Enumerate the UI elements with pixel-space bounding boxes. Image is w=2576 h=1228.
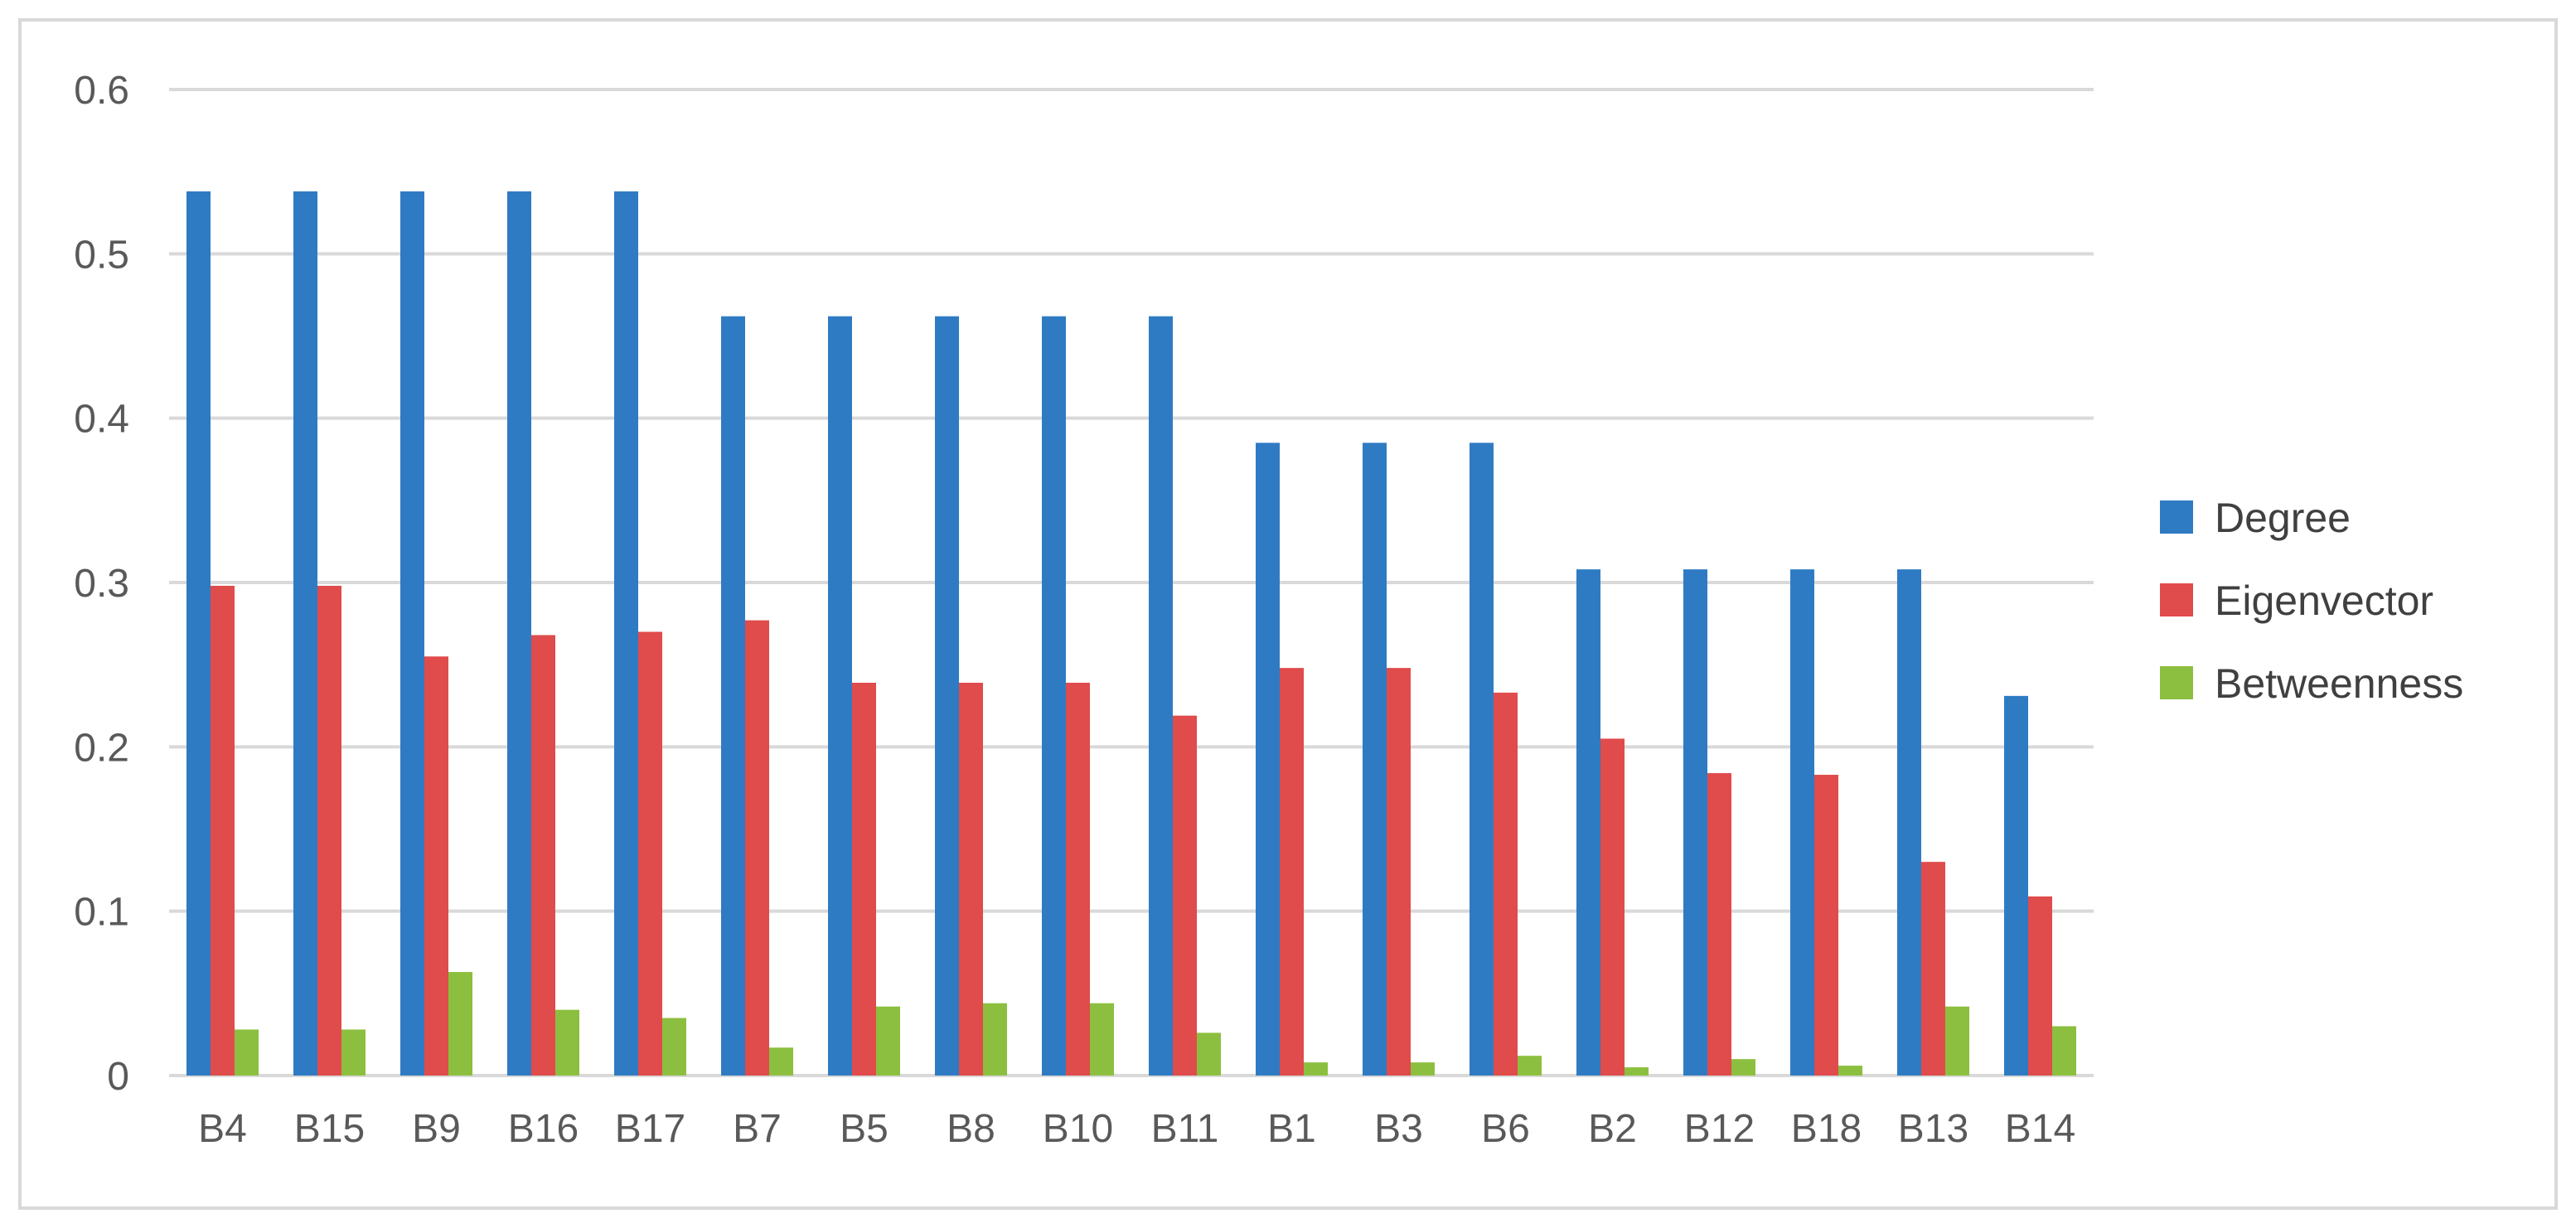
bar-betweenness-b13 [1945, 1006, 1969, 1076]
bar-eigenvector-b14 [2028, 896, 2052, 1076]
bar-betweenness-b1 [1304, 1062, 1328, 1076]
bar-degree-b8 [935, 316, 959, 1076]
bar-eigenvector-b7 [745, 620, 769, 1076]
bar-eigenvector-b15 [317, 585, 341, 1076]
bar-chart: 00.10.20.30.40.50.6 B4 B15 B9 B16 B17 B7 B5 B8 B… [74, 69, 2463, 1151]
x-tick-label: B7 [733, 1107, 782, 1151]
bar-eigenvector-b1 [1280, 668, 1304, 1076]
bar-eigenvector-b16 [531, 635, 555, 1076]
x-tick-label: B16 [508, 1107, 579, 1151]
bar-degree-b9 [400, 191, 424, 1076]
x-tick-label: B15 [294, 1107, 365, 1151]
x-tick-label: B2 [1588, 1107, 1637, 1151]
bar-betweenness-b14 [2052, 1026, 2076, 1076]
bar-degree-b4 [186, 191, 211, 1076]
x-axis: B4 B15 B9 B16 B17 B7 B5 B8 B10 B11 B1 B3 B6 B2 B12 B18 B… [198, 1107, 2075, 1151]
bar-degree-b14 [2004, 695, 2028, 1076]
bar-betweenness-b8 [983, 1003, 1007, 1076]
bar-eigenvector-b10 [1066, 682, 1090, 1076]
y-tick-label: 0.4 [74, 398, 129, 442]
y-tick-label: 0.6 [74, 69, 129, 113]
bar-eigenvector-b18 [1814, 775, 1838, 1076]
bar-degree-b2 [1576, 569, 1600, 1076]
bar-betweenness-b10 [1090, 1003, 1114, 1076]
bar-betweenness-b12 [1731, 1059, 1755, 1076]
bar-eigenvector-b13 [1921, 862, 1945, 1076]
x-tick-label: B8 [947, 1107, 995, 1151]
bar-degree-b16 [507, 191, 531, 1076]
bar-eigenvector-b6 [1494, 692, 1518, 1076]
bar-eigenvector-b2 [1600, 738, 1625, 1076]
bar-betweenness-b3 [1411, 1062, 1435, 1076]
bar-degree-b13 [1897, 569, 1921, 1076]
x-tick-label: B6 [1481, 1107, 1530, 1151]
bar-betweenness-b2 [1625, 1067, 1649, 1076]
bar-eigenvector-b3 [1387, 668, 1411, 1076]
x-tick-label: B18 [1791, 1107, 1862, 1151]
y-tick-label: 0.2 [74, 726, 129, 770]
x-tick-label: B10 [1043, 1107, 1113, 1151]
bar-degree-b15 [293, 191, 317, 1076]
x-tick-label: B5 [840, 1107, 889, 1151]
bar-betweenness-b9 [448, 972, 472, 1076]
legend-label-betweenness: Betweenness [2215, 660, 2463, 707]
bar-eigenvector-b17 [638, 631, 662, 1076]
y-tick-label: 0.5 [74, 233, 129, 277]
chart-frame: 0 0.1 0.2 0.3 0.4 0.5 0.6 B4 B15 B9 B16 B17 B7 B5 B8 B… [18, 18, 2558, 1210]
x-tick-label: B9 [412, 1107, 461, 1151]
bar-betweenness-b15 [341, 1029, 366, 1076]
x-tick-label: B17 [615, 1107, 685, 1151]
bar-degree-b11 [1149, 316, 1173, 1076]
bar-degree-b1 [1256, 442, 1280, 1076]
bars [186, 191, 2076, 1076]
bar-degree-b7 [721, 316, 745, 1076]
bar-eigenvector-b8 [959, 682, 983, 1076]
bar-betweenness-b7 [769, 1047, 793, 1076]
legend-label-degree: Degree [2215, 495, 2351, 541]
bar-degree-b10 [1042, 316, 1066, 1076]
legend-label-eigenvector: Eigenvector [2215, 578, 2433, 624]
bar-eigenvector-b11 [1173, 715, 1197, 1076]
bar-degree-b5 [828, 316, 852, 1076]
bar-degree-b6 [1470, 442, 1494, 1076]
legend-swatch-betweenness [2160, 666, 2193, 699]
bar-degree-b18 [1790, 569, 1814, 1076]
bar-betweenness-b4 [235, 1029, 259, 1076]
bar-degree-b3 [1363, 442, 1387, 1076]
x-tick-label: B3 [1374, 1107, 1423, 1151]
bar-eigenvector-b12 [1707, 773, 1731, 1076]
bar-degree-b12 [1683, 569, 1707, 1076]
bar-betweenness-b11 [1197, 1032, 1221, 1076]
x-tick-label: B13 [1898, 1107, 1968, 1151]
bar-eigenvector-b9 [424, 656, 448, 1076]
y-tick-label: 0.3 [74, 562, 129, 606]
x-tick-label: B1 [1267, 1107, 1316, 1151]
x-tick-label: B11 [1151, 1107, 1219, 1151]
bar-betweenness-b5 [876, 1006, 900, 1076]
legend: Degree Eigenvector Betweenness [2160, 495, 2463, 707]
y-tick-label: 0 [107, 1055, 129, 1099]
x-tick-label: B14 [2005, 1107, 2075, 1151]
bar-eigenvector-b4 [211, 585, 235, 1076]
bar-betweenness-b16 [555, 1009, 579, 1076]
legend-swatch-eigenvector [2160, 583, 2193, 616]
legend-swatch-degree [2160, 500, 2193, 534]
x-tick-label: B4 [198, 1107, 247, 1151]
x-tick-label: B12 [1684, 1107, 1755, 1151]
bar-degree-b17 [614, 191, 638, 1076]
bar-eigenvector-b5 [852, 682, 876, 1076]
gridlines [169, 88, 2094, 1077]
bar-betweenness-b6 [1518, 1056, 1542, 1076]
bar-betweenness-b18 [1838, 1066, 1862, 1076]
y-axis: 0 0.1 0.2 0.3 0.4 0.5 0.6 [74, 69, 129, 1099]
y-tick-label: 0.1 [74, 891, 129, 935]
bar-betweenness-b17 [662, 1018, 686, 1076]
